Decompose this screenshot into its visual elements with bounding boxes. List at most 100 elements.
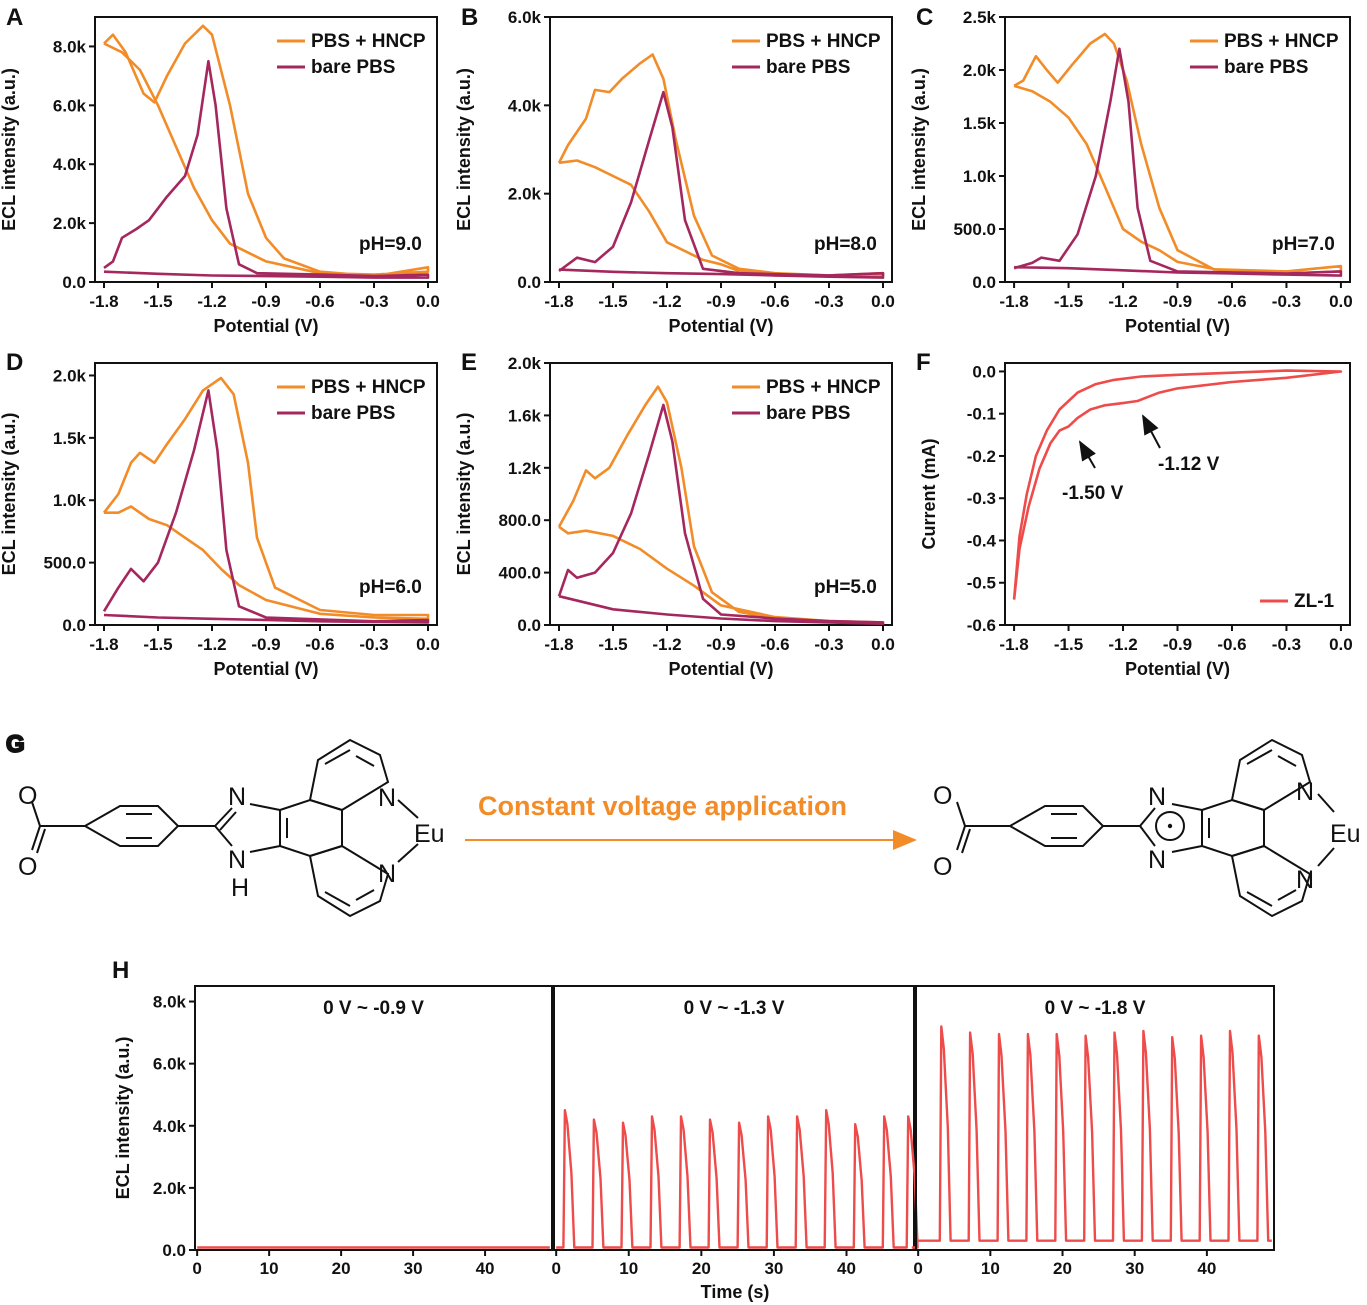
x-axis-label: Potential (V) xyxy=(213,316,318,336)
x-tick-label: 0.0 xyxy=(871,635,895,654)
x-tick-label: 40 xyxy=(476,1259,495,1278)
y-tick-label: -0.4 xyxy=(967,531,997,550)
segment-2: 0 V ~ -1.3 V 0 10 20 30 40 xyxy=(551,985,919,1278)
x-tick-label: -1.5 xyxy=(143,292,172,311)
x-tick-label: -1.8 xyxy=(89,292,118,311)
x-tick-label: 20 xyxy=(1053,1259,1072,1278)
ph-label: pH=9.0 xyxy=(359,234,422,255)
series-line-pbs-hncp xyxy=(1013,32,1343,275)
annotation-150: -1.50 V xyxy=(1062,483,1124,504)
panel-f-annotations: -1.50 V -1.12 V xyxy=(1062,414,1220,504)
x-tick-label: -0.6 xyxy=(760,635,789,654)
y-tick-label: 1.5k xyxy=(53,429,87,448)
atom-o-bottom: O xyxy=(18,853,37,881)
atom-h: H xyxy=(231,874,249,902)
x-tick-label: -1.2 xyxy=(652,292,681,311)
x-tick-label: -1.8 xyxy=(544,292,573,311)
y-tick-label: -0.5 xyxy=(967,574,996,593)
radical-ring-circle xyxy=(1155,811,1185,841)
x-tick-label: -0.3 xyxy=(359,635,388,654)
segment-3: 0 V ~ -1.8 V 0 10 20 30 40 xyxy=(913,985,1275,1278)
y-tick-label: 1.5k xyxy=(963,114,997,133)
atom-o-top-right: O xyxy=(933,782,952,810)
y-tick-label: 4.0k xyxy=(508,96,542,115)
x-tick-label: -1.5 xyxy=(143,635,172,654)
panel-label: F xyxy=(916,349,931,376)
ph-label: pH=6.0 xyxy=(359,577,422,598)
x-tick-label: -0.6 xyxy=(305,635,334,654)
y-tick-label: -0.6 xyxy=(967,616,996,635)
y-tick-label: 2.0k xyxy=(53,214,87,233)
y-tick-label: 0.0 xyxy=(972,362,996,381)
x-tick-label: -1.5 xyxy=(598,635,627,654)
x-tick-label: -0.9 xyxy=(251,292,280,311)
y-tick-label: 0.0 xyxy=(517,273,541,292)
segment-frame xyxy=(194,985,553,1251)
atom-o-top: O xyxy=(18,782,37,810)
reaction-arrow-label: Constant voltage application xyxy=(478,791,847,821)
x-tick-label: -1.8 xyxy=(89,635,118,654)
y-tick-label: 500.0 xyxy=(953,220,996,239)
segment-frame xyxy=(915,985,1275,1251)
y-tick-label: -0.3 xyxy=(967,489,996,508)
y-tick-label: 6.0k xyxy=(508,8,542,27)
x-axis-label: Potential (V) xyxy=(668,316,773,336)
x-tick-label: -0.9 xyxy=(1163,635,1192,654)
atom-o-bottom-right: O xyxy=(933,853,952,881)
atom-n-phen-bottom: N xyxy=(378,860,396,888)
segment-label: 0 V ~ -0.9 V xyxy=(323,998,424,1019)
x-tick-label: 10 xyxy=(619,1259,638,1278)
x-tick-label: -0.6 xyxy=(305,292,334,311)
left-molecule: O O N N H N N Eu xyxy=(18,738,445,918)
x-tick-label: -1.8 xyxy=(544,635,573,654)
y-tick-label: 1.0k xyxy=(963,167,997,186)
panel-label: A xyxy=(6,4,23,31)
x-tick-label: -0.9 xyxy=(1163,292,1192,311)
series-line-bare-pbs xyxy=(558,90,885,279)
atom-eu-left: Eu xyxy=(414,820,445,848)
y-tick-label: -0.2 xyxy=(967,447,996,466)
atom-n-h-imidazole: N xyxy=(228,846,246,874)
x-axis-label: Potential (V) xyxy=(213,659,318,679)
legend-label: ZL-1 xyxy=(1294,591,1335,612)
y-tick-label: 2.0k xyxy=(963,61,997,80)
y-tick-label: 6.0k xyxy=(53,96,87,115)
y-tick-label: 2.0k xyxy=(53,366,87,385)
legend-label: bare PBS xyxy=(311,403,395,424)
panel-b: B -1.8 -1.5 -1.2 -0.9 -0.6 -0.3 0.0 0.0 2.0k 4.0k 6… xyxy=(454,4,895,336)
x-tick-label: -0.3 xyxy=(814,635,843,654)
x-tick-label: -0.6 xyxy=(1217,635,1246,654)
x-tick-label: 0.0 xyxy=(871,292,895,311)
x-tick-label: -0.3 xyxy=(1272,635,1301,654)
segment-label: 0 V ~ -1.8 V xyxy=(1045,998,1146,1019)
x-axis-label: Potential (V) xyxy=(668,659,773,679)
y-tick-label: 2.0k xyxy=(508,354,542,373)
y-axis-label: Current (mA) xyxy=(919,438,939,549)
x-tick-label: 30 xyxy=(1125,1259,1144,1278)
legend-label: PBS + HNCP xyxy=(311,31,426,52)
x-tick-label: -0.9 xyxy=(706,635,735,654)
right-molecule: O O N N N N Eu xyxy=(933,738,1361,918)
panel-label: C xyxy=(916,4,933,31)
annotation-112: -1.12 V xyxy=(1158,454,1220,475)
panel-label-g: G xyxy=(6,731,25,758)
y-tick-label: -0.1 xyxy=(967,405,996,424)
x-tick-label: 30 xyxy=(764,1259,783,1278)
x-tick-label: 0.0 xyxy=(416,292,440,311)
panel-c: C -1.8 -1.5 -1.2 -0.9 -0.6 -0.3 0.0 0.0 500.0 1.0k… xyxy=(909,4,1353,336)
atom-n-phen-top-right: N xyxy=(1296,778,1314,806)
radical-dot xyxy=(1167,823,1173,829)
y-axis-label: ECL intensity (a.u.) xyxy=(113,1037,133,1200)
y-tick-label: 0.0 xyxy=(972,273,996,292)
y-tick-label: 2.0k xyxy=(508,185,542,204)
y-tick-label: 2.5k xyxy=(963,8,997,27)
x-tick-label: -0.3 xyxy=(1272,292,1301,311)
y-tick-label: 8.0k xyxy=(53,37,87,56)
panel-e: E -1.8 -1.5 -1.2 -0.9 -0.6 -0.3 0.0 0.0 400.0 800.… xyxy=(454,349,895,679)
y-axis-label: ECL intensity (a.u.) xyxy=(0,413,19,576)
panel-g-scheme: G O O N N H N N xyxy=(5,730,1361,918)
x-tick-label: -0.6 xyxy=(1217,292,1246,311)
panel-h: H 0.0 2.0k 4.0k 6.0k 8.0k ECL intensity (a.u.)… xyxy=(112,957,1275,1302)
x-tick-label: -0.3 xyxy=(814,292,843,311)
